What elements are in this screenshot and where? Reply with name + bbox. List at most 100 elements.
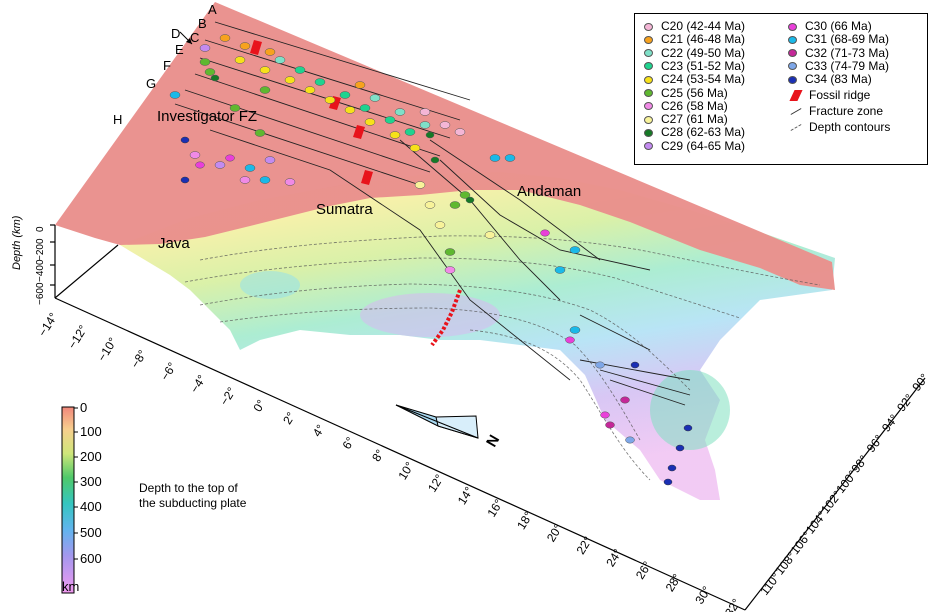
legend-item-c26: C26 (58 Ma) <box>644 98 728 113</box>
fracture-zones <box>174 21 691 406</box>
legend-item-c22: C22 (49-50 Ma) <box>644 45 746 60</box>
anomaly-c32 <box>605 396 630 429</box>
lat-tick-label: 2° <box>280 409 298 426</box>
fossil-ridge-subducted <box>430 289 462 347</box>
legend-marker-icon <box>788 22 797 31</box>
legend-label: C31 (68-69 Ma) <box>805 32 890 47</box>
depth-tick-400: −400 <box>35 259 46 282</box>
lat-tick-label: 12° <box>425 472 447 495</box>
north-label: N <box>483 432 503 450</box>
lat-tick-label: 24° <box>603 546 625 569</box>
legend-label: C21 (46-48 Ma) <box>661 32 746 47</box>
legend-depth-contours-icon <box>790 124 802 132</box>
colorbar-tick-400: 400 <box>80 499 102 514</box>
colorbar-tick-200: 200 <box>80 449 102 464</box>
legend-fossil-ridge: Fossil ridge <box>789 87 871 102</box>
legend-marker-icon <box>644 49 653 58</box>
lat-axis-line <box>54 297 746 611</box>
legend-label: C34 (83 Ma) <box>805 72 872 87</box>
anomaly-c23 <box>294 66 416 136</box>
legend-marker-icon <box>644 128 653 137</box>
legend-item-c25: C25 (56 Ma) <box>644 85 728 100</box>
legend-marker-icon <box>644 142 653 151</box>
cyan-patch <box>240 271 300 299</box>
legend-marker-icon <box>644 62 653 71</box>
anomaly-c34 <box>180 136 693 486</box>
colorbar-caption-line1: Depth to the top of <box>139 481 238 495</box>
label-andaman: Andaman <box>517 183 581 200</box>
legend-item-c31: C31 (68-69 Ma) <box>788 33 889 46</box>
profile-label-c: C <box>190 30 199 45</box>
legend-fossil-ridge-label: Fossil ridge <box>809 87 871 102</box>
lat-tick-label: 22° <box>574 534 596 557</box>
profile-label-a: A <box>208 2 217 17</box>
depth-tick-200: −200 <box>35 238 46 261</box>
lat-tick-label: −2° <box>217 385 239 408</box>
anomaly-c22 <box>274 56 431 129</box>
legend-label: C27 (61 Ma) <box>661 112 728 127</box>
legend-fracture-zone: Fracture zone <box>790 103 884 118</box>
anomaly-c33 <box>595 361 635 444</box>
anomaly-c25 <box>199 58 471 256</box>
label-java: Java <box>158 235 190 252</box>
legend-label: C23 (51-52 Ma) <box>661 58 746 73</box>
legend-fracture-zone-label: Fracture zone <box>809 103 884 118</box>
lat-tick-label: 0° <box>250 397 268 414</box>
anomaly-c21 <box>219 34 366 89</box>
legend-label: C22 (49-50 Ma) <box>661 45 746 60</box>
anomaly-c20 <box>419 108 466 136</box>
legend-item-c21: C21 (46-48 Ma) <box>644 33 745 46</box>
legend-label: C25 (56 Ma) <box>661 85 728 100</box>
legend-marker-icon <box>788 35 797 44</box>
lat-tick-label: 4° <box>310 422 328 439</box>
lat-tick-label: −4° <box>187 372 209 395</box>
legend-label: C26 (58 Ma) <box>661 98 728 113</box>
lat-tick-label: 8° <box>369 447 387 464</box>
lon-tick-label: 94° <box>879 412 901 435</box>
north-arrow-icon <box>395 404 479 439</box>
legend-item-c20: C20 (42-44 Ma) <box>644 20 745 33</box>
anomaly-c24 <box>234 56 421 152</box>
legend: C20 (42-44 Ma) C21 (46-48 Ma) C22 (49-50 M… <box>634 13 928 165</box>
profile-label-e: E <box>175 42 184 57</box>
lon-axis-line <box>744 377 926 611</box>
depth-axis-title: Depth (km) <box>11 215 23 270</box>
lat-tick-label: 20° <box>544 521 566 544</box>
colorbar-tick-600: 600 <box>80 551 102 566</box>
colorbar-ticks <box>74 407 78 560</box>
depth-tick-600: −600 <box>35 282 46 305</box>
legend-marker-icon <box>788 75 797 84</box>
legend-item-c34: C34 (83 Ma) <box>788 73 872 86</box>
lat-tick-label: −6° <box>158 360 180 383</box>
lon-tick-label: 96° <box>864 432 886 455</box>
legend-depth-contours: Depth contours <box>790 121 890 134</box>
lat-tick-label: 32° <box>722 596 744 612</box>
colorbar-tick-300: 300 <box>80 474 102 489</box>
anomaly-c31 <box>169 91 581 334</box>
legend-marker-icon <box>644 89 653 97</box>
label-sumatra: Sumatra <box>316 201 373 218</box>
lon-tick-label: 92° <box>894 391 916 414</box>
legend-label: C33 (74-79 Ma) <box>805 58 890 73</box>
legend-fossil-ridge-icon <box>789 89 803 101</box>
colorbar-caption-line2: the subducting plate <box>139 496 247 510</box>
legend-item-c23: C23 (51-52 Ma) <box>644 58 746 73</box>
anomaly-c30 <box>195 154 610 419</box>
anomaly-c27 <box>414 181 496 239</box>
legend-marker-icon <box>644 102 653 111</box>
depth-contours <box>184 235 821 481</box>
colorbar-tick-100: 100 <box>80 424 102 439</box>
lat-tick-label: 10° <box>395 459 417 482</box>
legend-item-c30: C30 (66 Ma) <box>788 20 872 33</box>
legend-label: C28 (62-63 Ma) <box>661 125 746 140</box>
profile-label-b: B <box>198 16 207 31</box>
legend-marker-icon <box>644 75 653 84</box>
violet-patch <box>360 293 500 337</box>
profile-labels: A B C D E F G H <box>113 2 217 127</box>
legend-marker-icon <box>644 115 653 124</box>
legend-item-c28: C28 (62-63 Ma) <box>644 126 745 139</box>
legend-marker-icon <box>788 62 797 71</box>
depth-axis-ticks: 0 −200 −400 −600 <box>35 226 46 305</box>
colorbar-tick-0: 0 <box>80 400 88 415</box>
colorbar-tick-500: 500 <box>80 525 102 540</box>
